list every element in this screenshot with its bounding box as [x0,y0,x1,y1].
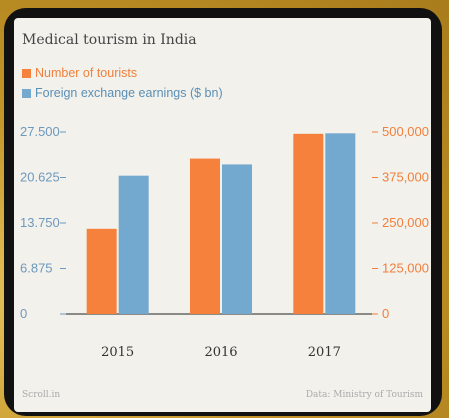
bar-forex [222,164,252,314]
x-tick-label: 2016 [204,345,237,360]
y-right-tick-label: 250,000 [382,215,429,230]
legend-label-tourists: Number of tourists [35,66,138,80]
x-tick-label: 2015 [101,345,134,360]
bar-tourists [293,133,324,314]
footer-source-left: Scroll.in [22,390,61,400]
chart-title: Medical tourism in India [22,32,197,48]
bar-tourists [190,158,220,314]
y-right-tick-label: 0 [382,306,389,321]
y-left-tick-label: 27.500 [20,124,60,139]
y-left-tick-label: 13.750 [20,215,60,230]
legend-swatch-forex [22,88,31,98]
legend-item-tourists: Number of tourists [22,66,137,80]
bar-forex [325,133,356,314]
footer-source-right: Data: Ministry of Tourism [305,390,423,400]
y-left-tick-label: 6.875 [20,261,53,276]
y-right-tick-label: 500,000 [382,124,429,139]
bar-tourists [86,228,117,314]
bar-forex [118,175,149,314]
y-right-tick-label: 125,000 [382,261,429,276]
legend-item-forex: Foreign exchange earnings ($ bn) [22,86,223,100]
chart-card: Medical tourism in India Number of touri… [14,18,431,412]
x-tick-label: 2017 [308,345,341,360]
bar-chart: 0 6.875 13.750 20.625 27.500 0 125,000 250,000 3… [20,124,429,360]
y-left-tick-label: 20.625 [20,170,60,185]
legend-label-forex: Foreign exchange earnings ($ bn) [35,86,223,100]
y-right-tick-label: 375,000 [382,170,429,185]
y-left-tick-label: 0 [20,306,27,321]
legend-swatch-tourists [22,68,31,78]
